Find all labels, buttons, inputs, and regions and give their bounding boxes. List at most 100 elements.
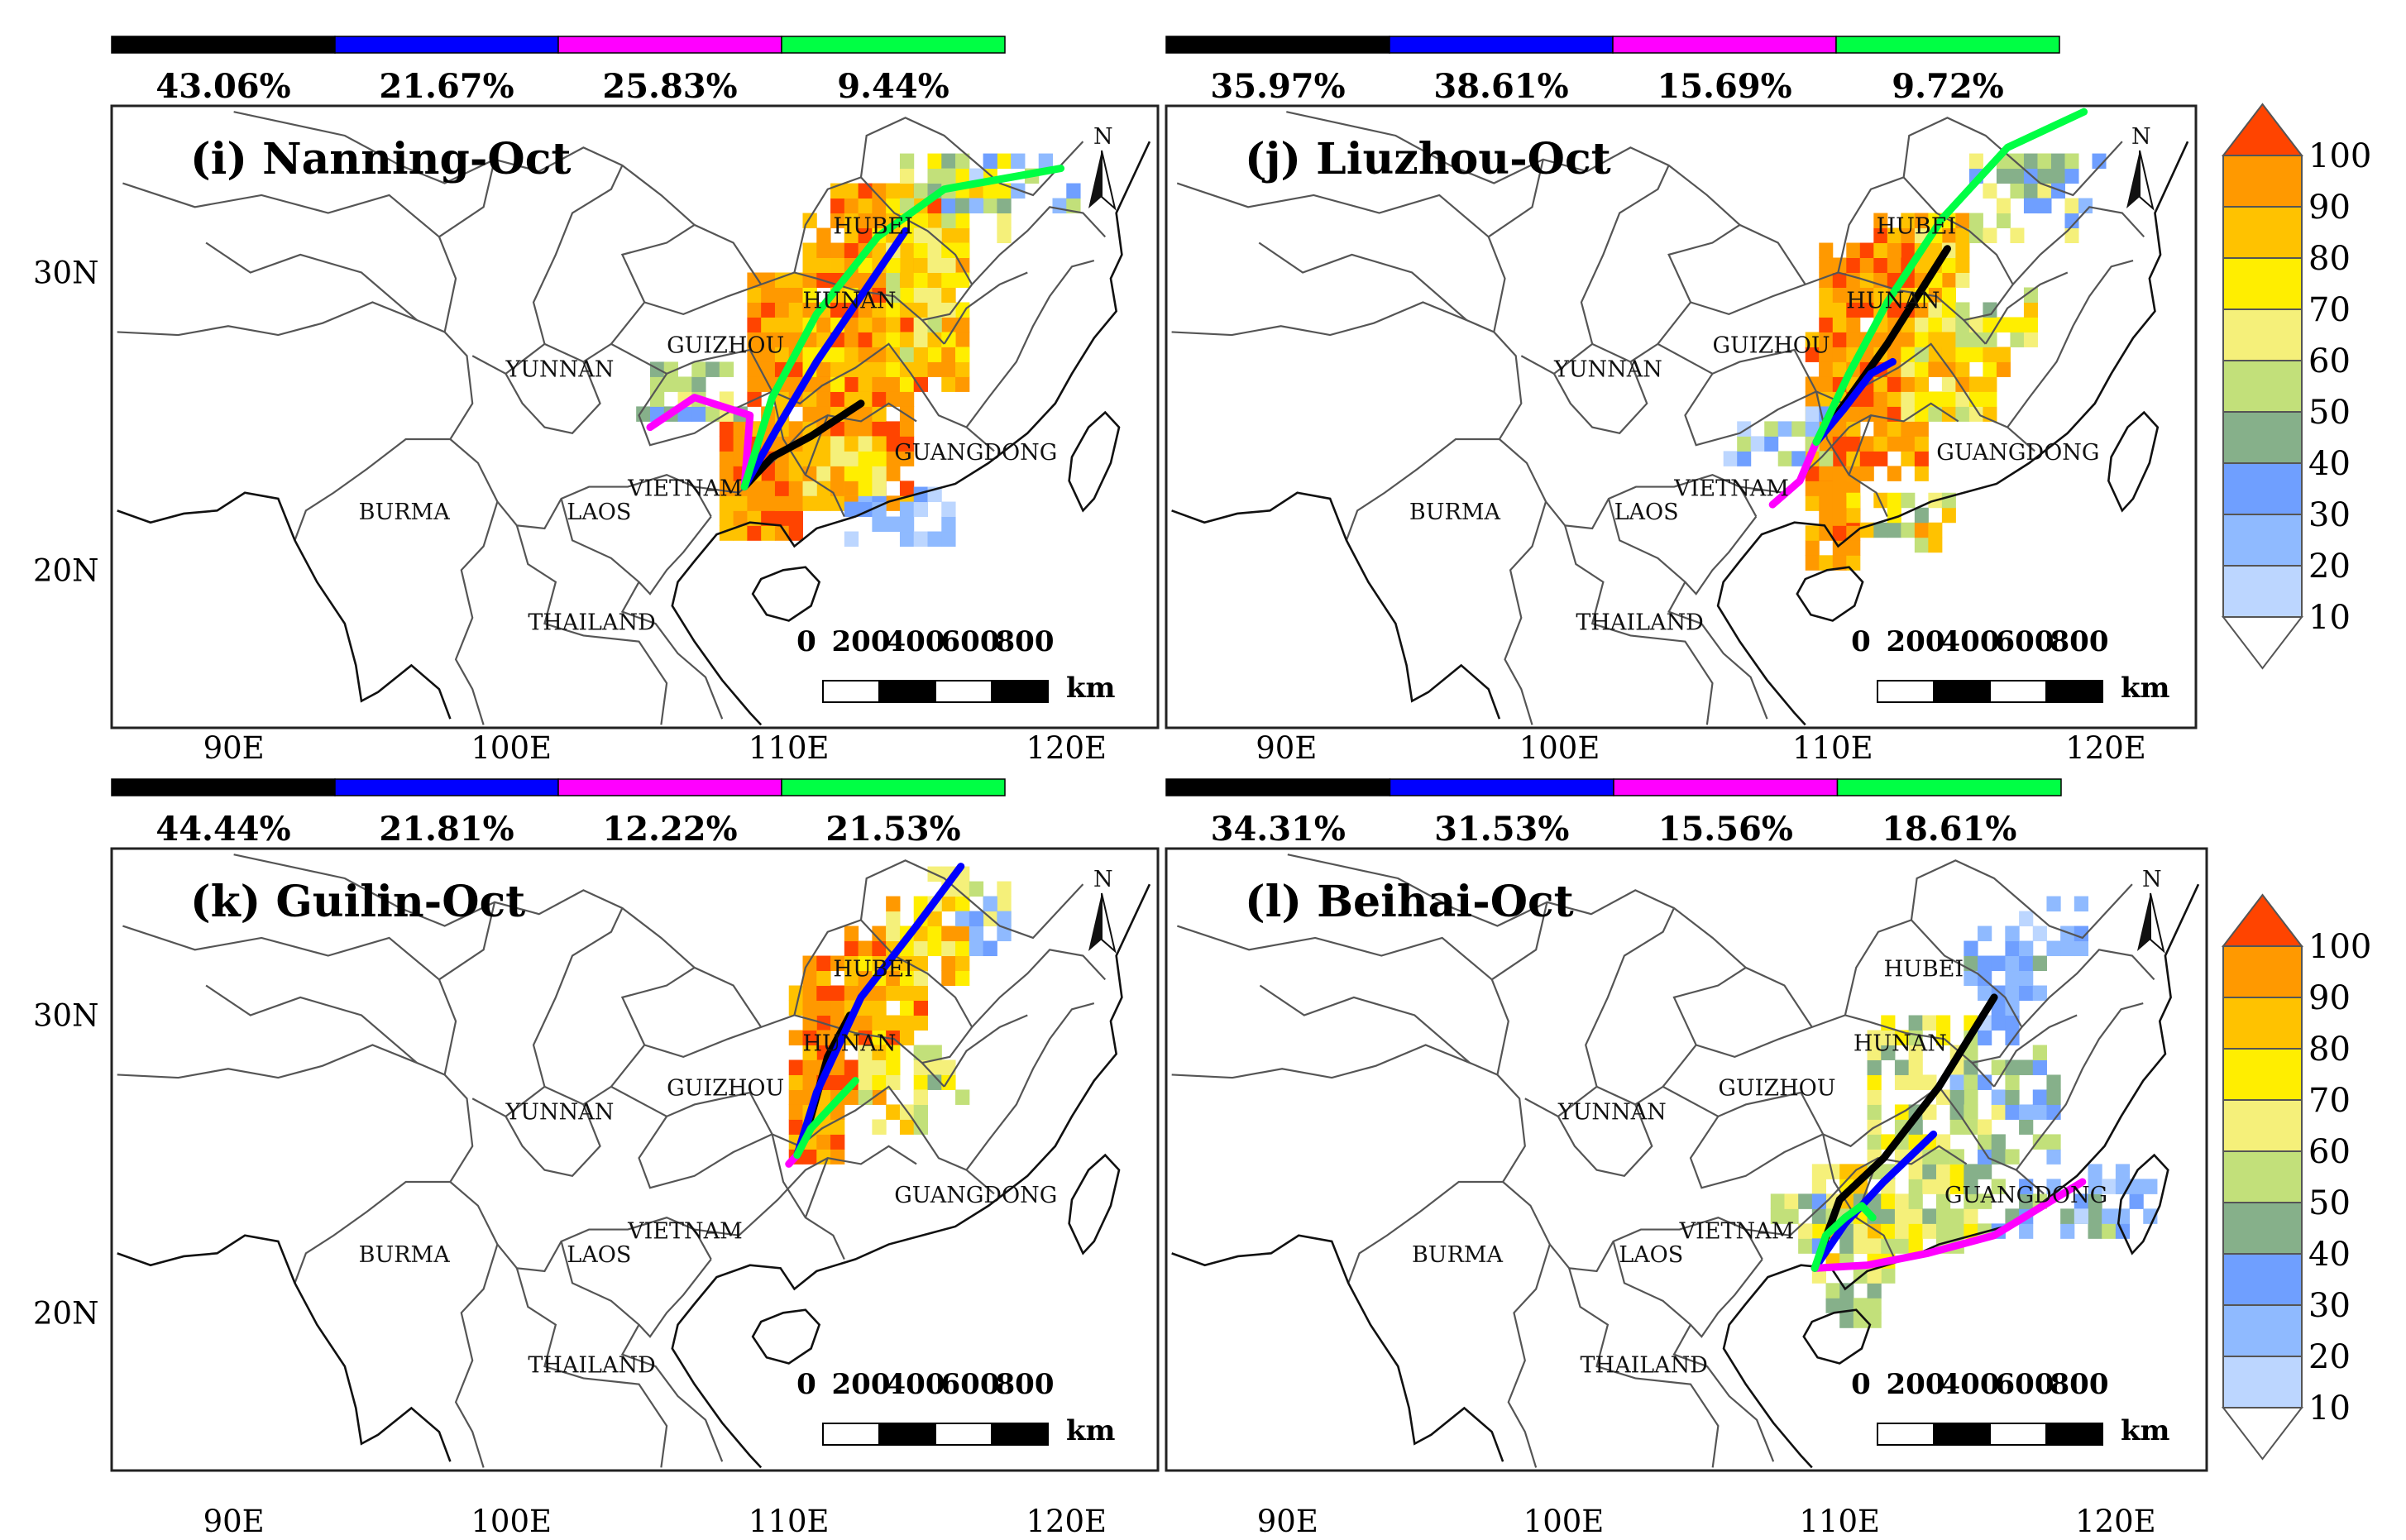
frequency-cell (941, 153, 956, 170)
frequency-cell (1914, 213, 1929, 229)
frequency-cell (830, 955, 845, 972)
region-label: LAOS (1614, 500, 1679, 525)
frequency-cell (927, 302, 942, 318)
frequency-cell (941, 257, 956, 273)
frequency-cell (2010, 153, 2025, 170)
frequency-cell (1996, 361, 2011, 377)
frequency-cell (955, 198, 970, 214)
frequency-cell (1832, 332, 1847, 347)
frequency-cell (2064, 213, 2079, 229)
colorbar-swatch (2222, 514, 2303, 567)
frequency-cell (844, 501, 859, 518)
frequency-cell (1955, 361, 1970, 377)
frequency-cell (872, 1045, 887, 1060)
frequency-cell (816, 391, 831, 407)
frequency-cell (774, 317, 790, 332)
frequency-cell (1914, 332, 1929, 347)
province-border (1607, 498, 1768, 720)
north-label: N (1093, 867, 1113, 892)
scale-bar-label: 200 (1887, 1368, 1945, 1401)
frequency-cell (788, 481, 804, 496)
region-label: LAOS (567, 1242, 631, 1268)
frequency-cell (1964, 1104, 1978, 1120)
frequency-cell (1887, 391, 1901, 407)
region-label: YUNNAN (1557, 1099, 1667, 1125)
frequency-cell (2019, 985, 2034, 1002)
province-border (294, 1180, 451, 1284)
frequency-cell (844, 970, 859, 987)
frequency-cell (691, 376, 706, 392)
frequency-cell (844, 481, 859, 496)
frequency-cell (858, 361, 873, 377)
frequency-cell (1935, 1179, 1951, 1194)
frequency-cell (1777, 421, 1792, 437)
frequency-cell (1908, 1238, 1923, 1254)
frequency-cell (1955, 272, 1970, 288)
frequency-cell (899, 481, 915, 496)
frequency-cell (955, 242, 970, 259)
frequency-cell (997, 896, 1012, 912)
frequency-cell (941, 317, 956, 332)
frequency-cell (886, 317, 901, 332)
map-content: HUBEI HUNAN GUIZHOU YUNNAN GUANGDONG BURMA VIE… (117, 854, 1151, 1469)
frequency-cell (1908, 1179, 1923, 1194)
frequency-cell (1964, 1119, 1978, 1135)
province-border (1684, 373, 1817, 447)
frequency-cell (1941, 376, 1956, 392)
frequency-cell (913, 1000, 928, 1016)
frequency-cell (941, 501, 956, 518)
frequency-cell (983, 153, 997, 170)
frequency-cell (941, 376, 956, 392)
frequency-cell (1825, 1164, 1840, 1179)
frequency-cell (2060, 925, 2075, 942)
frequency-cell (886, 911, 901, 927)
frequency-cell (1832, 525, 1847, 541)
province-border (1667, 224, 1741, 303)
percentage-label: 35.97% (1210, 67, 1345, 106)
frequency-cell (816, 985, 831, 1002)
frequency-cell (2037, 183, 2052, 199)
scale-bar-label: 0 (1851, 625, 1871, 658)
frequency-cell (913, 361, 928, 377)
frequency-cell (1922, 1074, 1937, 1090)
percentage-label: 43.06% (155, 67, 290, 106)
frequency-cell (1066, 198, 1081, 214)
frequency-cell (941, 516, 956, 533)
frequency-cell (830, 376, 845, 392)
frequency-cell (913, 227, 928, 244)
province-border (1347, 1180, 1504, 1284)
frequency-cell (802, 1045, 817, 1060)
percentage-bar-segment (334, 778, 559, 796)
frequency-cell (2023, 153, 2038, 170)
region-label: BURMA (359, 1242, 451, 1268)
frequency-cell (1978, 985, 1992, 1002)
frequency-cell (899, 272, 915, 288)
frequency-cell (1914, 537, 1929, 553)
frequency-cell (1011, 153, 1026, 170)
frequency-cell (1832, 555, 1847, 571)
frequency-cell (886, 436, 901, 452)
frequency-cell (913, 1015, 928, 1031)
colorbar-swatch (2222, 1253, 2303, 1306)
frequency-cell (1873, 421, 1888, 437)
frequency-cell (1991, 1104, 2006, 1120)
lat-tick-label: 30N (33, 997, 98, 1033)
frequency-cell (2023, 183, 2038, 199)
frequency-cell (913, 955, 928, 972)
frequency-cell (1955, 332, 1970, 347)
frequency-cell (830, 1134, 845, 1150)
frequency-cell (649, 391, 665, 407)
colorbar-swatch (2222, 257, 2303, 310)
frequency-cell (2129, 1193, 2144, 1209)
frequency-cell (927, 531, 942, 548)
frequency-cell (1908, 1015, 1923, 1031)
frequency-cell (1839, 1238, 1854, 1254)
province-border (515, 525, 668, 725)
frequency-cell (816, 970, 831, 987)
frequency-cell (719, 466, 734, 481)
province-border (859, 859, 1084, 940)
frequency-cell (1914, 421, 1929, 437)
frequency-cell (955, 272, 970, 288)
frequency-cell (1737, 451, 1752, 466)
province-border (532, 907, 624, 1088)
